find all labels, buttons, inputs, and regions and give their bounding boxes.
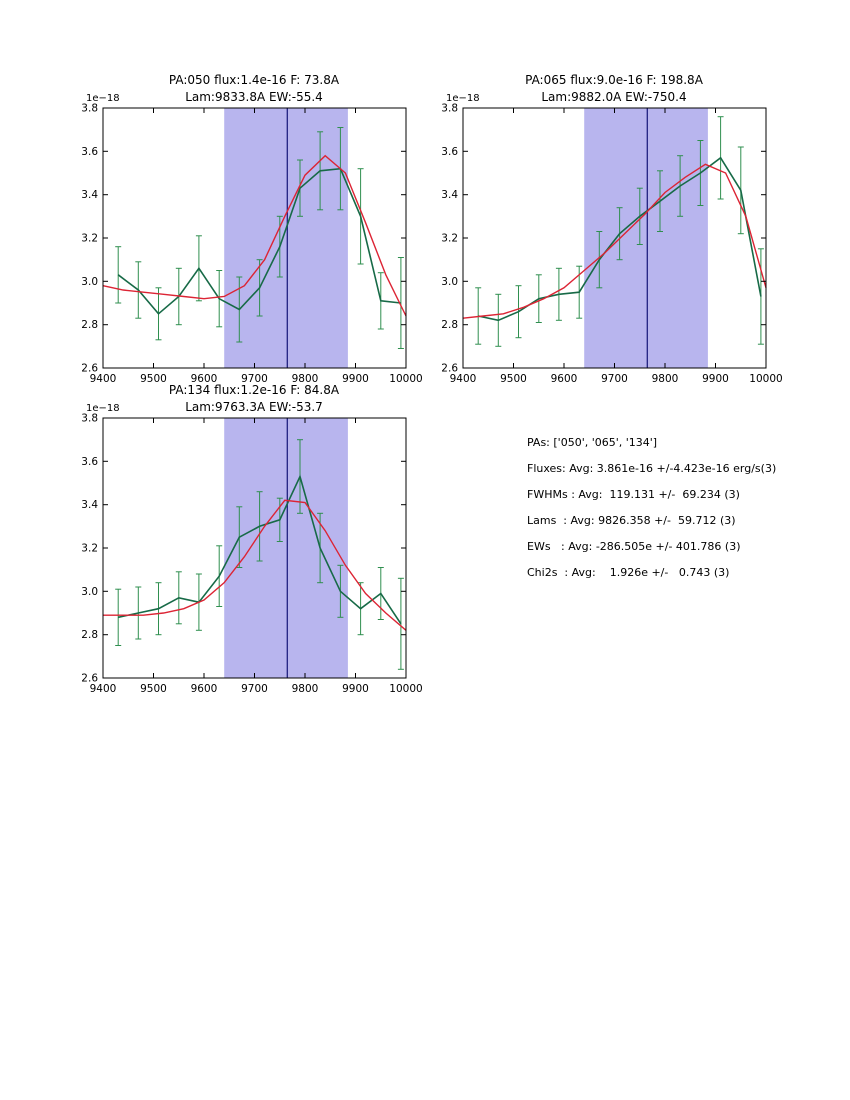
- y-tick-label: 3.8: [441, 103, 458, 115]
- x-tick-label: 9800: [652, 373, 679, 385]
- chart-pa065: PA:065 flux:9.0e-16 F: 198.8A Lam:9882.0…: [441, 73, 782, 385]
- y-tick-label: 3.2: [441, 233, 458, 245]
- plot-area: 9400 9500 9600 9700 9800 9900 10000 2.6 2.8 3.0 3.…: [441, 103, 782, 386]
- data-line: [118, 474, 402, 625]
- y-tick-label: 3.6: [81, 146, 98, 158]
- data-line: [117, 167, 401, 315]
- summary-line-pas: PAs: ['050', '065', '134']: [527, 436, 658, 449]
- y-tick-label: 2.8: [441, 319, 458, 331]
- x-tick-label: 10000: [389, 683, 422, 695]
- highlight-band: [224, 108, 348, 368]
- y-tick-label: 2.6: [81, 363, 98, 375]
- y-tick-label: 3.4: [81, 499, 98, 511]
- axis-ticks: 9400 9500 9600 9700 9800 9900 10000 2.6 2.8 3.0 3.…: [81, 413, 422, 696]
- fit-line: [103, 499, 407, 631]
- y-tick-label: 2.8: [81, 629, 98, 641]
- summary-line-lams: Lams : Avg: 9826.358 +/- 59.712 (3): [527, 514, 736, 527]
- fit-summary-panel: PAs: ['050', '065', '134'] Fluxes: Avg: …: [527, 430, 776, 586]
- x-tick-label: 9700: [241, 373, 268, 385]
- chart-title-line2: Lam:9833.8A EW:-55.4: [185, 90, 323, 104]
- chart-title-line2: Lam:9882.0A EW:-750.4: [541, 90, 686, 104]
- fit-line: [102, 154, 407, 317]
- y-axis-offset-label: 1e−18: [86, 403, 120, 414]
- chart-title-line2: Lam:9763.3A EW:-53.7: [185, 400, 323, 414]
- chart-pa050: PA:050 flux:1.4e-16 F: 73.8A Lam:9833.8A…: [81, 73, 422, 385]
- y-tick-label: 3.4: [441, 189, 458, 201]
- chart-title-line1: PA:065 flux:9.0e-16 F: 198.8A: [525, 73, 704, 87]
- y-tick-label: 2.8: [81, 319, 98, 331]
- y-tick-label: 2.6: [441, 363, 458, 375]
- y-tick-label: 3.8: [81, 103, 98, 115]
- data-line: [478, 156, 762, 322]
- x-tick-label: 9700: [601, 373, 628, 385]
- highlight-band: [584, 108, 708, 368]
- highlight-band: [224, 418, 348, 678]
- y-axis-offset-label: 1e−18: [446, 93, 480, 104]
- summary-line-chi2s: Chi2s : Avg: 1.926e +/- 0.743 (3): [527, 566, 730, 579]
- x-tick-label: 9900: [702, 373, 729, 385]
- x-tick-label: 9600: [191, 373, 218, 385]
- chart-title-line1: PA:050 flux:1.4e-16 F: 73.8A: [169, 73, 340, 87]
- x-tick-label: 9800: [292, 683, 319, 695]
- x-tick-label: 9600: [191, 683, 218, 695]
- y-tick-label: 3.2: [81, 543, 98, 555]
- x-tick-label: 9500: [140, 373, 167, 385]
- summary-line-fluxes: Fluxes: Avg: 3.861e-16 +/-4.423e-16 erg/…: [527, 462, 777, 475]
- x-tick-label: 9900: [342, 373, 369, 385]
- y-tick-label: 3.0: [81, 276, 98, 288]
- axis-ticks: 9400 9500 9600 9700 9800 9900 10000 2.6 2.8 3.0 3.…: [81, 103, 422, 386]
- x-tick-label: 9400: [90, 683, 117, 695]
- y-tick-label: 3.0: [81, 586, 98, 598]
- chart-title-line1: PA:134 flux:1.2e-16 F: 84.8A: [169, 383, 340, 397]
- x-tick-label: 9900: [342, 683, 369, 695]
- chart-pa134: PA:134 flux:1.2e-16 F: 84.8A Lam:9763.3A…: [81, 383, 422, 695]
- x-tick-label: 9400: [90, 373, 117, 385]
- axis-ticks: 9400 9500 9600 9700 9800 9900 10000 2.6 2.8 3.0 3.…: [441, 103, 782, 386]
- y-tick-label: 3.8: [81, 413, 98, 425]
- x-tick-label: 10000: [749, 373, 782, 385]
- x-tick-label: 9800: [292, 373, 319, 385]
- summary-line-ews: EWs : Avg: -286.505e +/- 401.786 (3): [527, 540, 741, 553]
- x-tick-label: 9400: [450, 373, 477, 385]
- y-tick-label: 3.4: [81, 189, 98, 201]
- x-tick-label: 10000: [389, 373, 422, 385]
- y-tick-label: 3.2: [81, 233, 98, 245]
- x-tick-label: 9600: [551, 373, 578, 385]
- y-tick-label: 3.6: [441, 146, 458, 158]
- plot-area: 9400 9500 9600 9700 9800 9900 10000 2.6 2.8 3.0 3.…: [81, 413, 422, 696]
- x-tick-label: 9500: [500, 373, 527, 385]
- y-axis-offset-label: 1e−18: [86, 93, 120, 104]
- x-tick-label: 9500: [140, 683, 167, 695]
- plot-area: 9400 9500 9600 9700 9800 9900 10000 2.6 2.8 3.0 3.…: [81, 103, 422, 386]
- y-tick-label: 3.6: [81, 456, 98, 468]
- y-tick-label: 2.6: [81, 673, 98, 685]
- y-tick-label: 3.0: [441, 276, 458, 288]
- fit-line: [462, 163, 767, 319]
- x-tick-label: 9700: [241, 683, 268, 695]
- summary-line-fwhms: FWHMs : Avg: 119.131 +/- 69.234 (3): [527, 488, 740, 501]
